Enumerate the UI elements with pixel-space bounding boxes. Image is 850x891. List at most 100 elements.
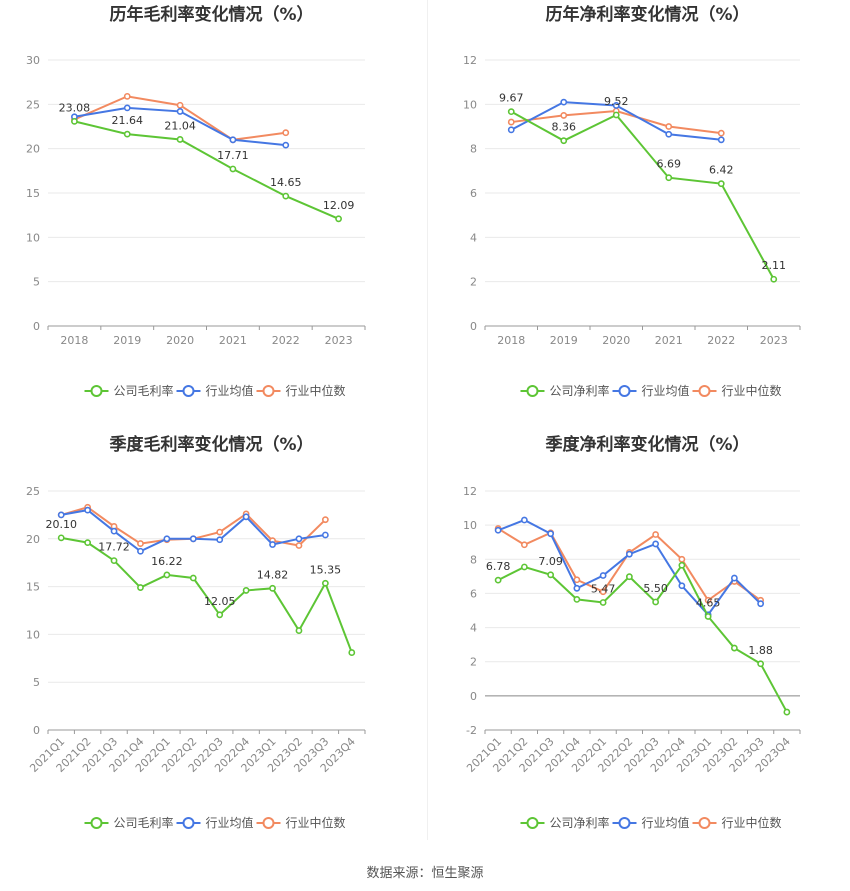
data-point-industry-median[interactable] (573, 576, 581, 584)
data-point-industry-avg[interactable] (494, 526, 502, 534)
data-point-industry-median[interactable] (599, 588, 607, 596)
legend-item-industry-median[interactable]: 行业中位数 (692, 815, 782, 830)
data-point-company[interactable] (494, 576, 502, 584)
data-point-company[interactable] (348, 649, 356, 656)
data-point-industry-avg[interactable] (717, 136, 725, 144)
data-point-industry-avg[interactable] (269, 541, 276, 548)
data-point-industry-median[interactable] (560, 112, 568, 119)
data-point-company[interactable] (599, 599, 607, 606)
data-point-industry-median[interactable] (678, 555, 686, 563)
data-point-company[interactable] (321, 579, 329, 587)
data-point-industry-avg[interactable] (242, 513, 250, 521)
data-point-company[interactable] (137, 584, 144, 591)
data-point-company[interactable] (652, 598, 660, 606)
data-point-industry-avg[interactable] (110, 527, 118, 535)
data-point-company[interactable] (612, 111, 620, 119)
data-point-industry-avg[interactable] (678, 582, 686, 590)
legend-item-industry-avg[interactable]: 行业均值 (612, 383, 690, 398)
data-point-industry-median[interactable] (717, 129, 725, 137)
data-point-industry-avg[interactable] (612, 102, 620, 109)
data-point-company[interactable] (229, 165, 237, 173)
data-point-industry-median[interactable] (321, 516, 329, 524)
legend-item-industry-avg[interactable]: 行业均值 (612, 815, 690, 830)
data-point-industry-avg[interactable] (123, 104, 131, 112)
data-point-company[interactable] (678, 561, 686, 569)
data-point-industry-median[interactable] (507, 118, 515, 126)
data-point-industry-median[interactable] (282, 129, 290, 137)
data-point-industry-avg[interactable] (282, 141, 290, 149)
legend-item-company[interactable]: 公司净利率 (520, 815, 610, 830)
data-point-industry-median[interactable] (704, 596, 712, 604)
data-point-company[interactable] (282, 192, 290, 200)
legend-item-company[interactable]: 公司毛利率 (84, 815, 174, 830)
data-point-industry-avg[interactable] (547, 530, 555, 538)
data-point-industry-avg[interactable] (176, 108, 184, 115)
data-point-industry-median[interactable] (665, 123, 673, 130)
data-point-industry-median[interactable] (137, 540, 144, 547)
data-point-company[interactable] (269, 584, 276, 592)
x-tick-label: 2022 (272, 334, 300, 347)
legend-item-industry-avg[interactable]: 行业均值 (176, 815, 254, 830)
data-point-industry-median[interactable] (652, 531, 660, 538)
data-point-company[interactable] (560, 137, 568, 145)
data-point-company[interactable] (84, 539, 92, 547)
data-point-industry-avg[interactable] (757, 600, 765, 608)
data-point-industry-median[interactable] (176, 101, 184, 109)
data-point-company[interactable] (520, 563, 528, 571)
data-point-industry-avg[interactable] (189, 535, 197, 543)
x-tick-label: 2023 (760, 334, 788, 347)
data-point-company[interactable] (216, 611, 224, 619)
data-point-industry-avg[interactable] (599, 572, 607, 579)
data-point-company[interactable] (704, 613, 712, 620)
data-point-industry-avg[interactable] (520, 516, 528, 524)
data-point-industry-avg[interactable] (321, 531, 329, 539)
data-point-company[interactable] (625, 573, 633, 581)
data-point-industry-median[interactable] (295, 542, 303, 549)
data-point-industry-avg[interactable] (573, 584, 581, 592)
data-point-company[interactable] (730, 644, 738, 652)
data-point-industry-avg[interactable] (57, 511, 65, 519)
data-point-industry-avg[interactable] (665, 130, 673, 138)
data-point-company[interactable] (189, 574, 197, 582)
data-point-industry-avg[interactable] (730, 574, 738, 582)
data-point-company[interactable] (71, 117, 78, 125)
data-point-industry-avg[interactable] (84, 506, 92, 514)
data-point-industry-avg[interactable] (163, 535, 171, 543)
data-point-industry-median[interactable] (123, 92, 131, 100)
y-tick-label: 5 (33, 276, 40, 289)
data-point-industry-avg[interactable] (507, 126, 515, 134)
data-point-company[interactable] (242, 587, 250, 594)
legend-item-industry-median[interactable]: 行业中位数 (256, 815, 346, 830)
data-point-company[interactable] (717, 180, 725, 188)
data-point-industry-avg[interactable] (625, 550, 633, 558)
data-point-company[interactable] (123, 130, 131, 138)
data-point-company[interactable] (335, 215, 342, 223)
data-point-company[interactable] (573, 596, 581, 603)
legend-item-industry-median[interactable]: 行业中位数 (256, 383, 346, 398)
data-point-industry-median[interactable] (520, 541, 528, 549)
data-point-company[interactable] (57, 534, 65, 542)
y-tick-label: 0 (470, 690, 477, 703)
data-point-company[interactable] (757, 660, 765, 668)
data-point-company[interactable] (163, 571, 171, 579)
data-point-industry-avg[interactable] (295, 535, 303, 543)
data-point-industry-median[interactable] (216, 528, 224, 536)
data-point-company[interactable] (507, 108, 515, 116)
legend-item-company[interactable]: 公司净利率 (520, 383, 610, 398)
data-point-company[interactable] (665, 174, 673, 182)
legend-marker (90, 385, 103, 397)
data-point-industry-avg[interactable] (216, 536, 224, 544)
data-point-industry-avg[interactable] (652, 540, 660, 548)
data-point-industry-avg[interactable] (560, 98, 568, 106)
data-point-industry-avg[interactable] (137, 547, 144, 555)
data-point-company[interactable] (110, 557, 118, 564)
data-point-company[interactable] (295, 627, 303, 634)
data-point-company[interactable] (176, 136, 184, 143)
data-point-company[interactable] (783, 708, 791, 716)
data-point-industry-avg[interactable] (229, 136, 237, 144)
legend-item-company[interactable]: 公司毛利率 (84, 383, 174, 398)
data-point-company[interactable] (547, 571, 555, 579)
legend-item-industry-avg[interactable]: 行业均值 (176, 383, 254, 398)
data-point-company[interactable] (770, 275, 778, 283)
legend-item-industry-median[interactable]: 行业中位数 (692, 383, 782, 398)
